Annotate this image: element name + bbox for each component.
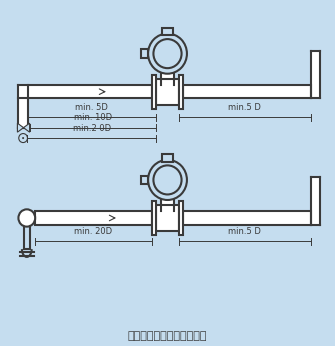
Text: min. 5D: min. 5D (75, 103, 108, 112)
Circle shape (19, 134, 27, 143)
Bar (179, 75, 183, 109)
Circle shape (153, 39, 182, 68)
Bar (161, 200, 174, 211)
Polygon shape (311, 51, 320, 98)
Bar (152, 75, 156, 109)
Bar (162, 28, 173, 35)
Text: min.5 D: min.5 D (228, 103, 261, 112)
Bar (183, 211, 311, 225)
Bar (183, 85, 311, 98)
Text: min. 20D: min. 20D (74, 227, 113, 236)
Polygon shape (311, 177, 320, 225)
Bar (28, 85, 152, 98)
Polygon shape (17, 123, 23, 132)
Bar (152, 201, 156, 235)
Circle shape (153, 165, 182, 194)
Bar (179, 201, 183, 235)
Bar (141, 49, 148, 58)
Text: min.2 0D: min.2 0D (73, 124, 111, 133)
Bar (156, 205, 179, 231)
Circle shape (22, 137, 24, 139)
Bar (162, 154, 173, 162)
Circle shape (18, 209, 35, 227)
Text: min. 10D: min. 10D (74, 113, 112, 122)
Polygon shape (18, 85, 28, 128)
Circle shape (148, 160, 187, 200)
Circle shape (148, 34, 187, 74)
Bar (141, 176, 148, 184)
Bar (161, 74, 174, 85)
Bar (156, 79, 179, 105)
Bar (35, 211, 152, 225)
Text: 弯管、阀门和泵之间的安装: 弯管、阀门和泵之间的安装 (128, 331, 207, 341)
Polygon shape (23, 123, 29, 132)
Text: min.5 D: min.5 D (228, 227, 261, 236)
